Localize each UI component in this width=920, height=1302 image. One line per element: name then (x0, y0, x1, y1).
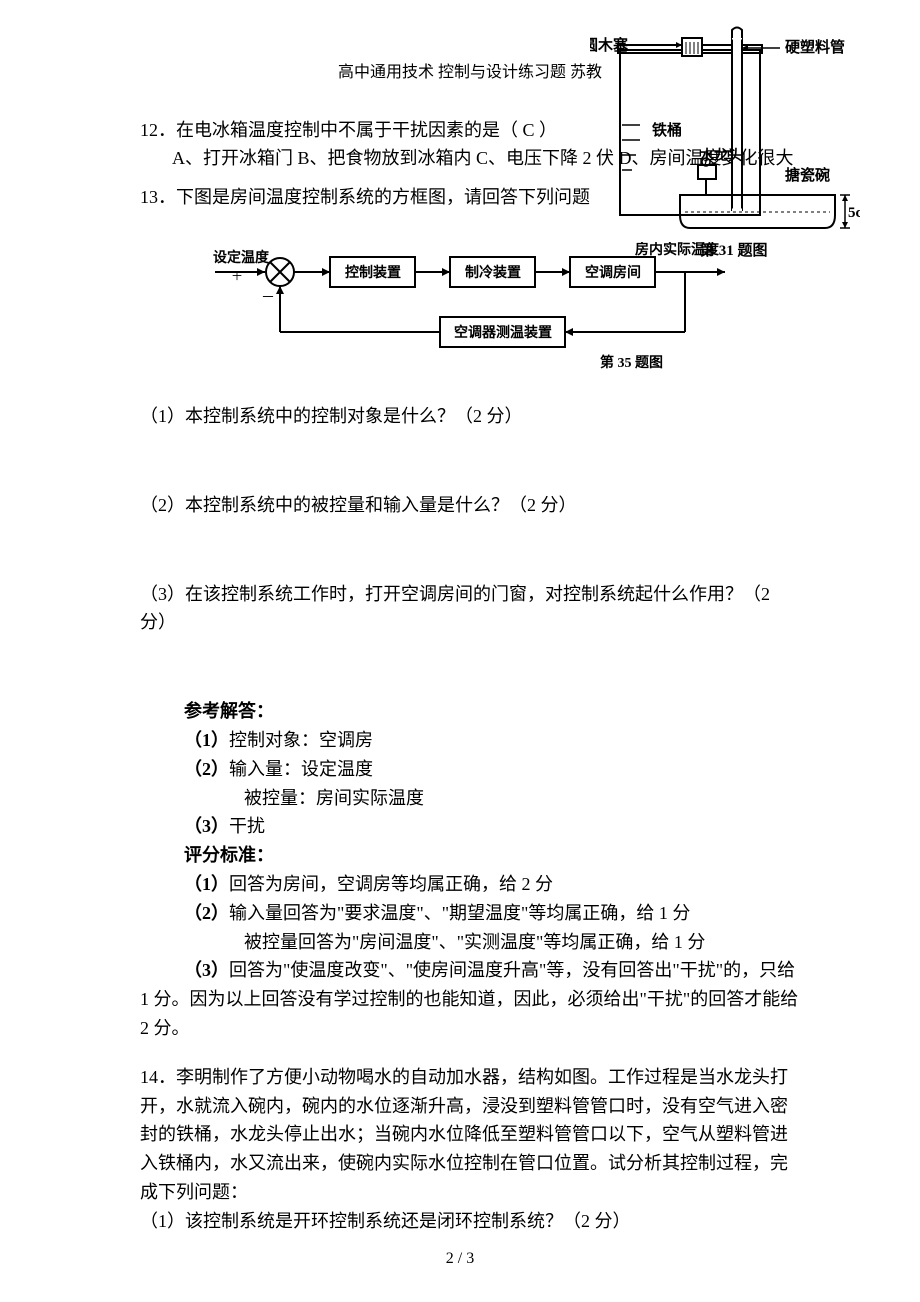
svg-text:控制装置: 控制装置 (345, 264, 401, 281)
s2-num: （2） (184, 903, 229, 923)
svg-text:搪瓷碗: 搪瓷碗 (785, 166, 830, 184)
a3-num: （3） (184, 816, 229, 836)
q14-sub1: （1）该控制系统是开环控制系统还是闭环控制系统？（2 分） (140, 1207, 800, 1236)
q14-text: 李明制作了方便小动物喝水的自动加水器，结构如图。工作过程是当水龙头打开，水就流入… (140, 1067, 788, 1202)
s1-text: 回答为房间，空调房等均属正确，给 2 分 (229, 874, 553, 894)
svg-text:圆木塞: 圆木塞 (590, 36, 629, 54)
svg-text:第 35 题图: 第 35 题图 (600, 354, 663, 371)
page-footer: 2 / 3 (0, 1246, 920, 1272)
figure-31-svg: 圆木塞 硬塑料管 铁桶 水龙头 搪瓷碗 5cm 第 31 题图 (590, 20, 860, 270)
a1-num: （1） (184, 730, 229, 750)
s3-num: （3） (184, 960, 229, 980)
s2b-text: 被控量回答为"房间温度"、"实测温度"等均属正确，给 1 分 (244, 932, 705, 952)
question-14: 14．李明制作了方便小动物喝水的自动加水器，结构如图。工作过程是当水龙头打开，水… (140, 1063, 800, 1207)
svg-text:－: － (261, 291, 275, 306)
svg-text:设定温度: 设定温度 (213, 249, 270, 266)
a2-num: （2） (184, 759, 229, 779)
answer-block: 参考解答： （1）控制对象：空调房 （2）输入量：设定温度 被控量：房间实际温度… (140, 697, 800, 1043)
svg-text:铁桶: 铁桶 (652, 121, 682, 139)
q13-sub2: （2）本控制系统中的被控量和输入量是什么？（2 分） (140, 491, 800, 520)
svg-text:硬塑料管: 硬塑料管 (785, 38, 845, 56)
q13-text: 下图是房间温度控制系统的方框图，请回答下列问题 (176, 187, 590, 207)
std-head: 评分标准： (184, 845, 274, 865)
a3-text: 干扰 (229, 816, 265, 836)
q12-num: 12． (140, 120, 176, 140)
answer-head: 参考解答： (184, 701, 274, 721)
q13-num: 13． (140, 187, 176, 207)
svg-text:制冷装置: 制冷装置 (465, 264, 521, 281)
q14-num: 14． (140, 1067, 176, 1087)
a1-text: 控制对象：空调房 (229, 730, 373, 750)
svg-text:第 31 题图: 第 31 题图 (700, 241, 768, 259)
q13-sub3: （3）在该控制系统工作时，打开空调房间的门窗，对控制系统起什么作用？（2 分） (140, 580, 800, 638)
a2-text: 输入量：设定温度 (229, 759, 373, 779)
a2b-text: 被控量：房间实际温度 (244, 788, 424, 808)
svg-text:水龙头: 水龙头 (700, 147, 742, 164)
figure-31: 圆木塞 硬塑料管 铁桶 水龙头 搪瓷碗 5cm 第 31 题图 (590, 20, 860, 270)
svg-text:5cm: 5cm (848, 205, 860, 221)
svg-text:空调器测温装置: 空调器测温装置 (454, 324, 552, 341)
s1-num: （1） (184, 874, 229, 894)
s3-text: 回答为"使温度改变"、"使房间温度升高"等，没有回答出"干扰"的，只给 1 分。… (140, 960, 798, 1038)
q12-text: 在电冰箱温度控制中不属于干扰因素的是（ C ） (176, 120, 557, 140)
q13-sub1: （1）本控制系统中的控制对象是什么？（2 分） (140, 402, 800, 431)
s2-text: 输入量回答为"要求温度"、"期望温度"等均属正确，给 1 分 (229, 903, 690, 923)
